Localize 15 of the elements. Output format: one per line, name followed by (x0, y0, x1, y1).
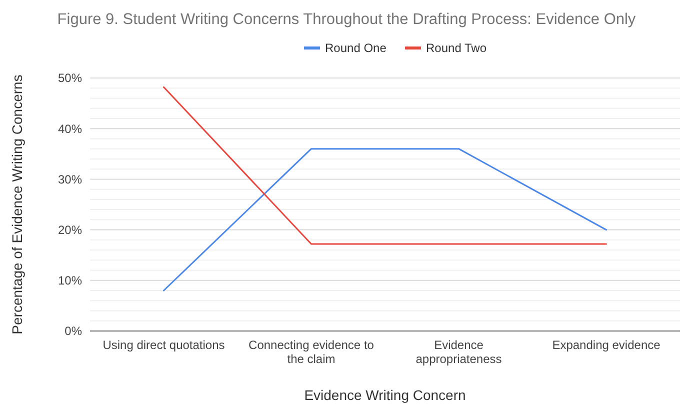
y-tick-label: 50% (58, 71, 82, 86)
x-tick-label: Evidence appropriateness (416, 338, 502, 366)
y-tick-label: 30% (58, 172, 82, 186)
legend-label: Round Two (426, 41, 487, 56)
x-tick-label: Connecting evidence to the claim (248, 338, 374, 366)
chart-title: Figure 9. Student Writing Concerns Throughout the Drafting Process: Evidence Only (57, 11, 636, 28)
y-tick-label: 40% (58, 122, 82, 136)
x-tick-label: Using direct quotations (102, 338, 225, 352)
x-axis-title: Evidence Writing Concern (304, 387, 466, 403)
y-tick-label: 0% (64, 324, 82, 338)
legend-label: Round One (325, 41, 387, 56)
y-tick-label: 10% (58, 274, 82, 288)
y-axis-title: Percentage of Evidence Writing Concerns (9, 74, 25, 334)
y-tick-label: 20% (58, 223, 82, 237)
x-tick-label: Expanding evidence (552, 338, 661, 352)
